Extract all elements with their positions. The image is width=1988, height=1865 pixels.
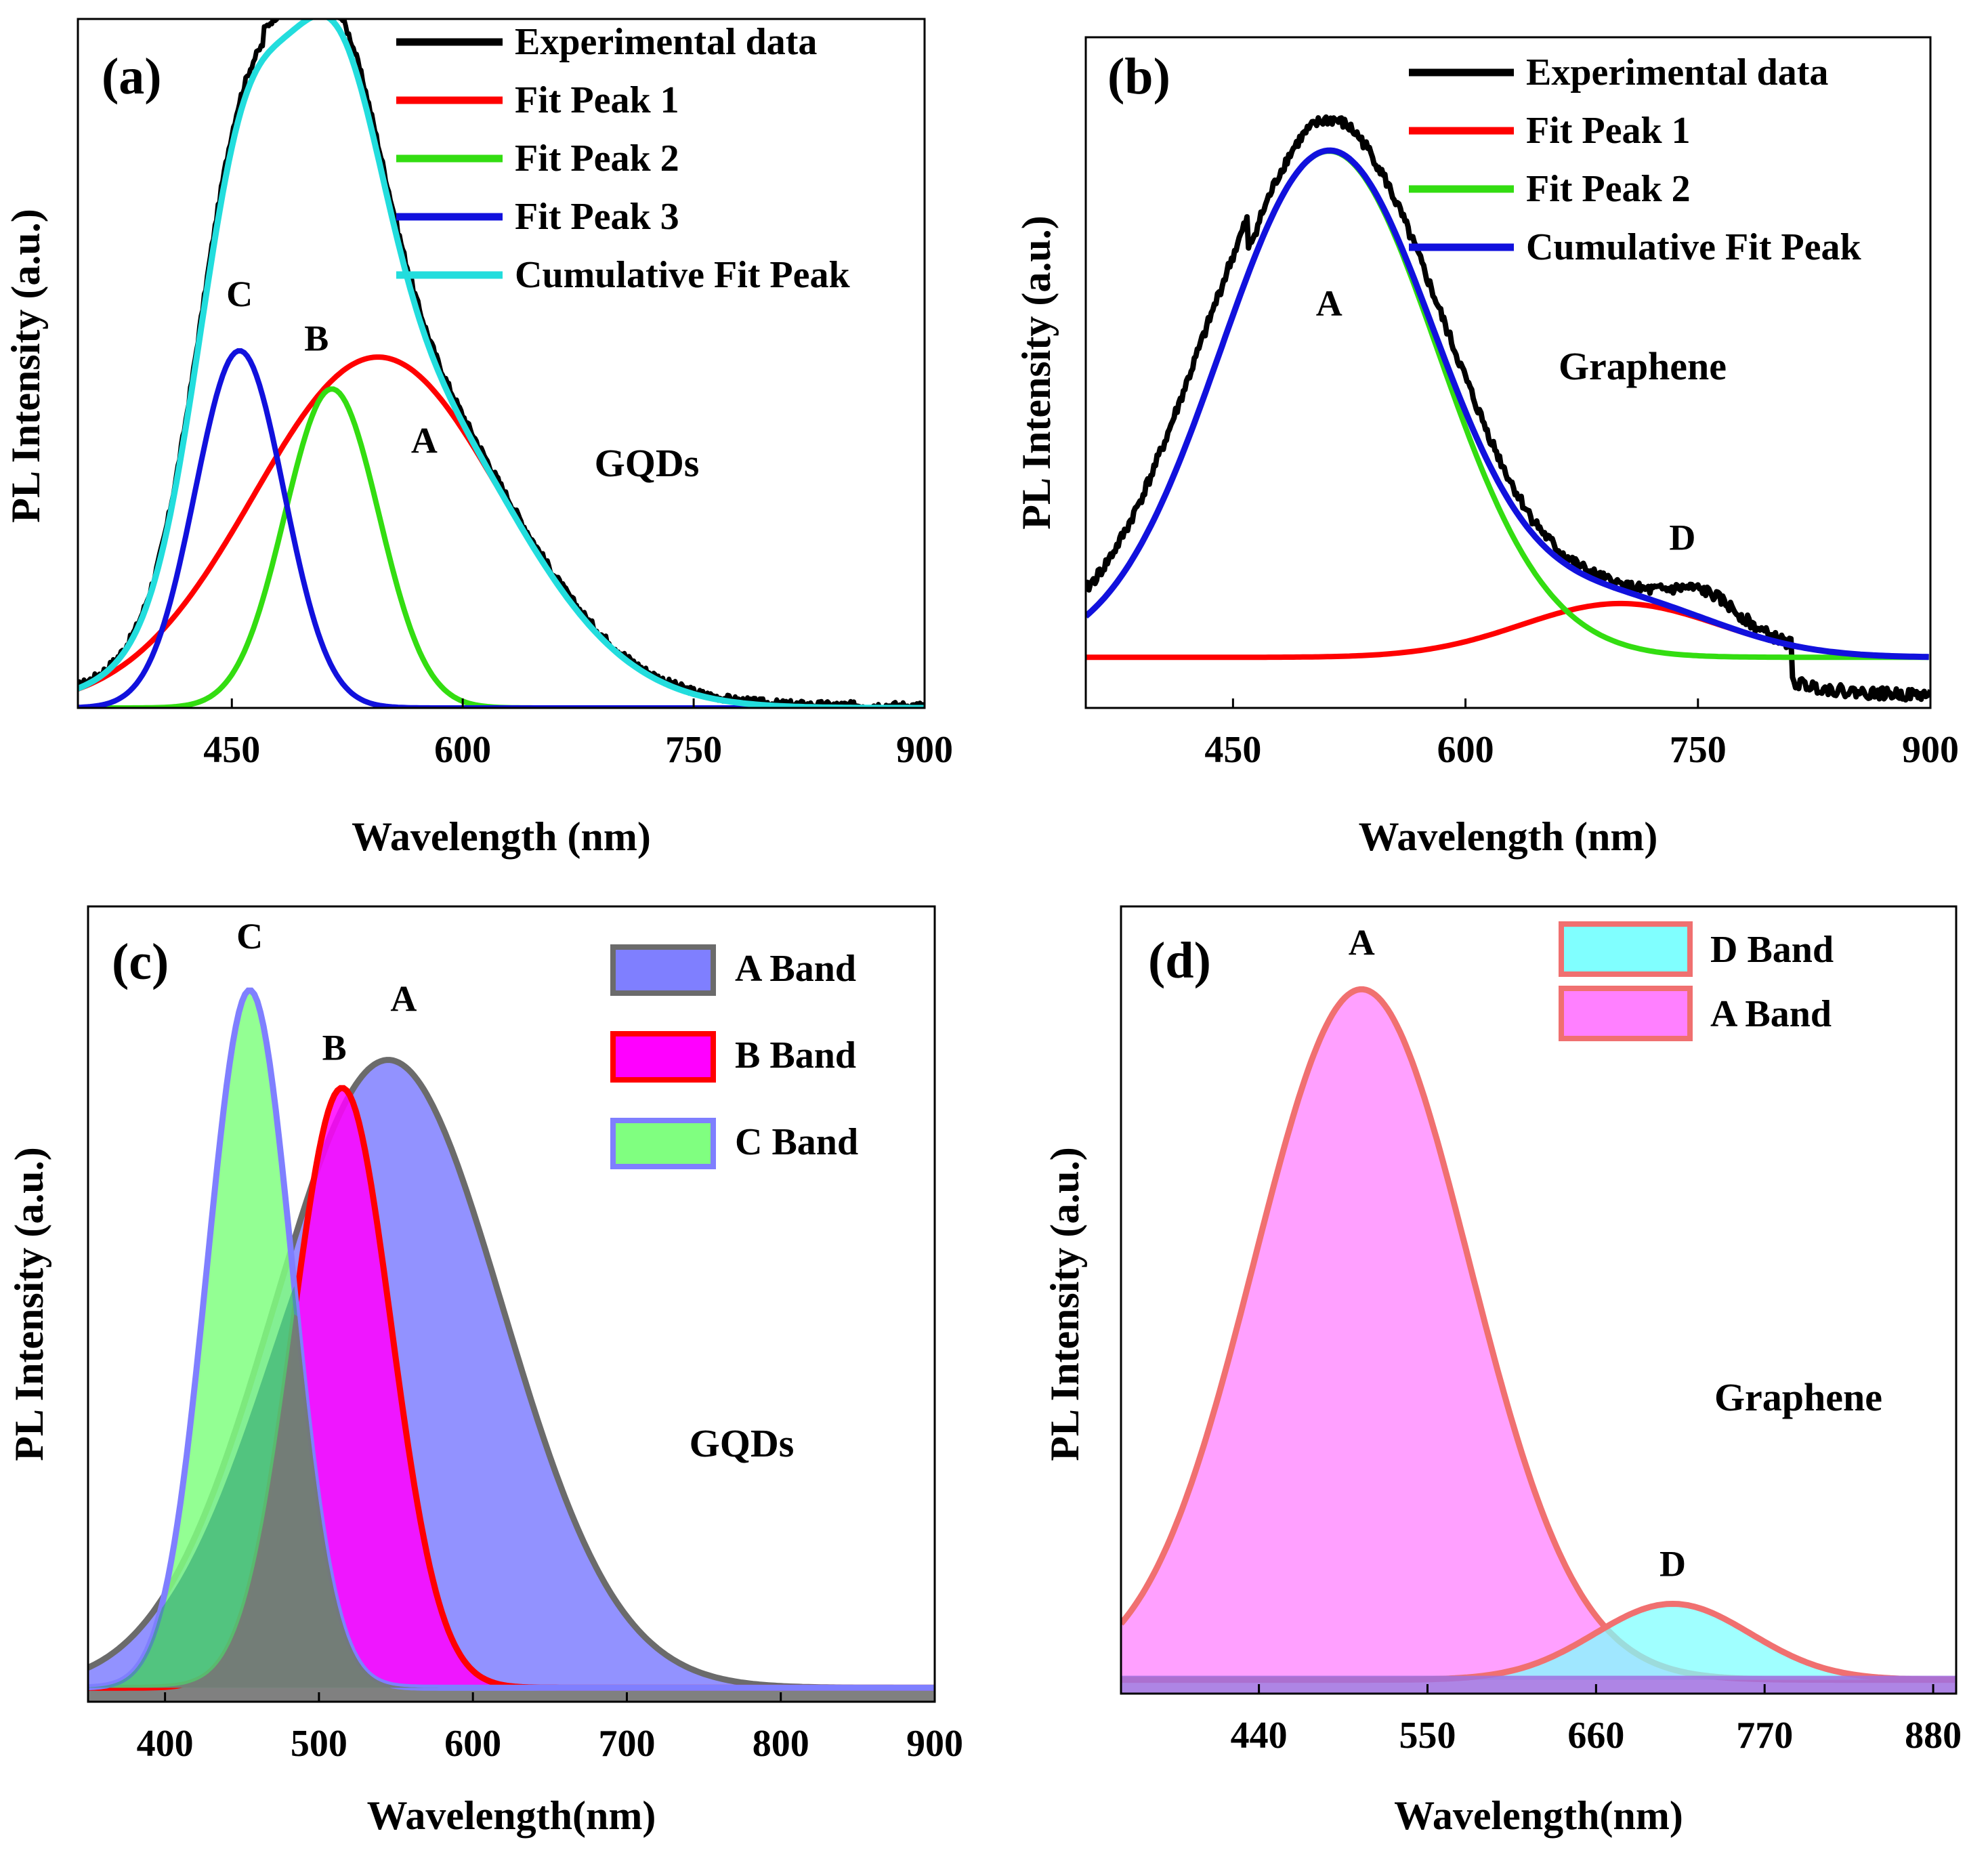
panel-letter-a: (a) [102,48,162,105]
x-tick-label-c-3: 700 [598,1723,655,1765]
x-tick-label-d-2: 660 [1567,1715,1624,1757]
chart-panel-d: 440 550 660 770 880 Wavelength(nm) PL Intensit… [1042,905,1962,1838]
baseline-strip-d [1121,1675,1956,1694]
x-tick-label-c-5: 900 [906,1723,963,1765]
y-axis-label-a: PL Intensity (a.u.) [3,209,48,522]
peak-annotation-a-2: A [411,420,438,461]
peak-annotation-c-1: B [322,1028,347,1068]
series-line-a-3 [78,348,925,708]
x-axis-label-d: Wavelength(nm) [1394,1793,1683,1838]
legend-label-c-2: C Band [735,1121,858,1163]
plot-frame-c [87,905,936,1703]
legend-swatch-c-2 [610,1118,716,1169]
x-tick-label-d-3: 770 [1736,1715,1793,1757]
legend-label-a-0: Experimental data [515,21,817,63]
plot-frame-a [77,18,926,709]
x-tick-label-d-1: 550 [1399,1715,1456,1757]
bands-c [88,987,935,1702]
panel-letter-b: (b) [1107,48,1170,105]
band-outline-c-2 [88,987,935,1691]
legend-swatch-c-1 [610,1031,716,1083]
curves-b [1086,114,1930,703]
x-tick-label-b-1: 600 [1437,729,1494,771]
chart-panel-a: 450 600 750 900 Wavelength (nm) PL Intensity … [3,18,953,859]
peak-annotation-c-0: C [236,916,263,957]
x-tick-label-c-4: 800 [753,1723,809,1765]
baseline-strip-c [88,1688,935,1702]
legend-label-c-0: A Band [735,948,856,990]
legend-swatch-d-0 [1559,921,1693,977]
legend-label-b-2: Fit Peak 2 [1526,168,1691,210]
x-tick-label-c-1: 500 [291,1723,347,1765]
legend-swatch-d-1 [1559,986,1693,1041]
chart-panel-b: 450 600 750 900 Wavelength (nm) PL Intensity … [1014,36,1959,859]
y-axis-label-b: PL Intensity (a.u.) [1014,215,1059,529]
legend-label-c-1: B Band [735,1034,856,1076]
series-line-a-4 [78,19,925,708]
peak-annotation-a-0: C [226,274,253,314]
legend-swatch-c-0 [610,944,716,996]
y-axis-label-d: PL Intensity (a.u.) [1042,1147,1087,1461]
peak-annotation-b-0: A [1316,283,1342,324]
legend-label-a-3: Fit Peak 3 [515,196,679,238]
peak-annotation-d-1: D [1659,1544,1686,1585]
sample-label-d: Graphene [1714,1375,1882,1419]
x-tick-label-b-0: 450 [1204,729,1261,771]
legend-label-b-0: Experimental data [1526,51,1828,93]
x-tick-label-a-0: 450 [203,729,260,771]
x-axis-label-b: Wavelength (nm) [1359,814,1658,859]
series-line-b-0 [1086,114,1930,703]
x-tick-label-a-1: 600 [434,729,491,771]
sample-label-c: GQDs [690,1421,795,1465]
peak-annotation-c-2: A [390,978,417,1019]
peak-annotation-d-0: A [1349,922,1375,963]
y-axis-label-c: PL Intensity (a.u.) [7,1147,51,1461]
band-area-d-1 [1121,989,1956,1680]
plot-frame-b [1084,36,1932,709]
x-tick-label-a-2: 750 [665,729,722,771]
legend-label-b-1: Fit Peak 1 [1526,110,1691,152]
x-tick-label-c-2: 600 [444,1723,501,1765]
x-tick-label-c-0: 400 [137,1723,194,1765]
panel-letter-c: (c) [112,934,169,990]
x-tick-label-d-0: 440 [1231,1715,1288,1757]
x-axis-label-c: Wavelength(nm) [367,1793,656,1838]
band-overlap-2-c [88,1314,935,1688]
series-line-b-3 [1086,147,1929,661]
x-tick-label-b-3: 900 [1902,729,1959,771]
x-axis-label-a: Wavelength (nm) [352,814,651,859]
legend-label-a-2: Fit Peak 2 [515,138,679,180]
legend-label-b-3: Cumulative Fit Peak [1526,226,1861,268]
x-tick-label-d-4: 880 [1905,1715,1962,1757]
legend-label-a-1: Fit Peak 1 [515,79,679,121]
plot-frame-d [1120,905,1958,1695]
panel-letter-d: (d) [1148,932,1211,989]
legend-label-d-0: D Band [1710,929,1834,971]
peak-annotation-b-1: D [1669,518,1695,558]
legend-label-a-4: Cumulative Fit Peak [515,254,850,296]
sample-label-a: GQDs [595,441,700,485]
legend-label-d-1: A Band [1710,993,1832,1035]
x-tick-label-a-3: 900 [896,729,953,771]
bands-d [1121,986,1956,1694]
peak-annotation-a-1: B [304,318,329,359]
sample-label-b: Graphene [1559,344,1727,388]
chart-panel-c: 400 500 600 700 800 900 Wavelength(nm) PL Inten… [7,905,963,1838]
band-area-d-0 [1121,1604,1956,1680]
x-tick-label-b-2: 750 [1670,729,1727,771]
